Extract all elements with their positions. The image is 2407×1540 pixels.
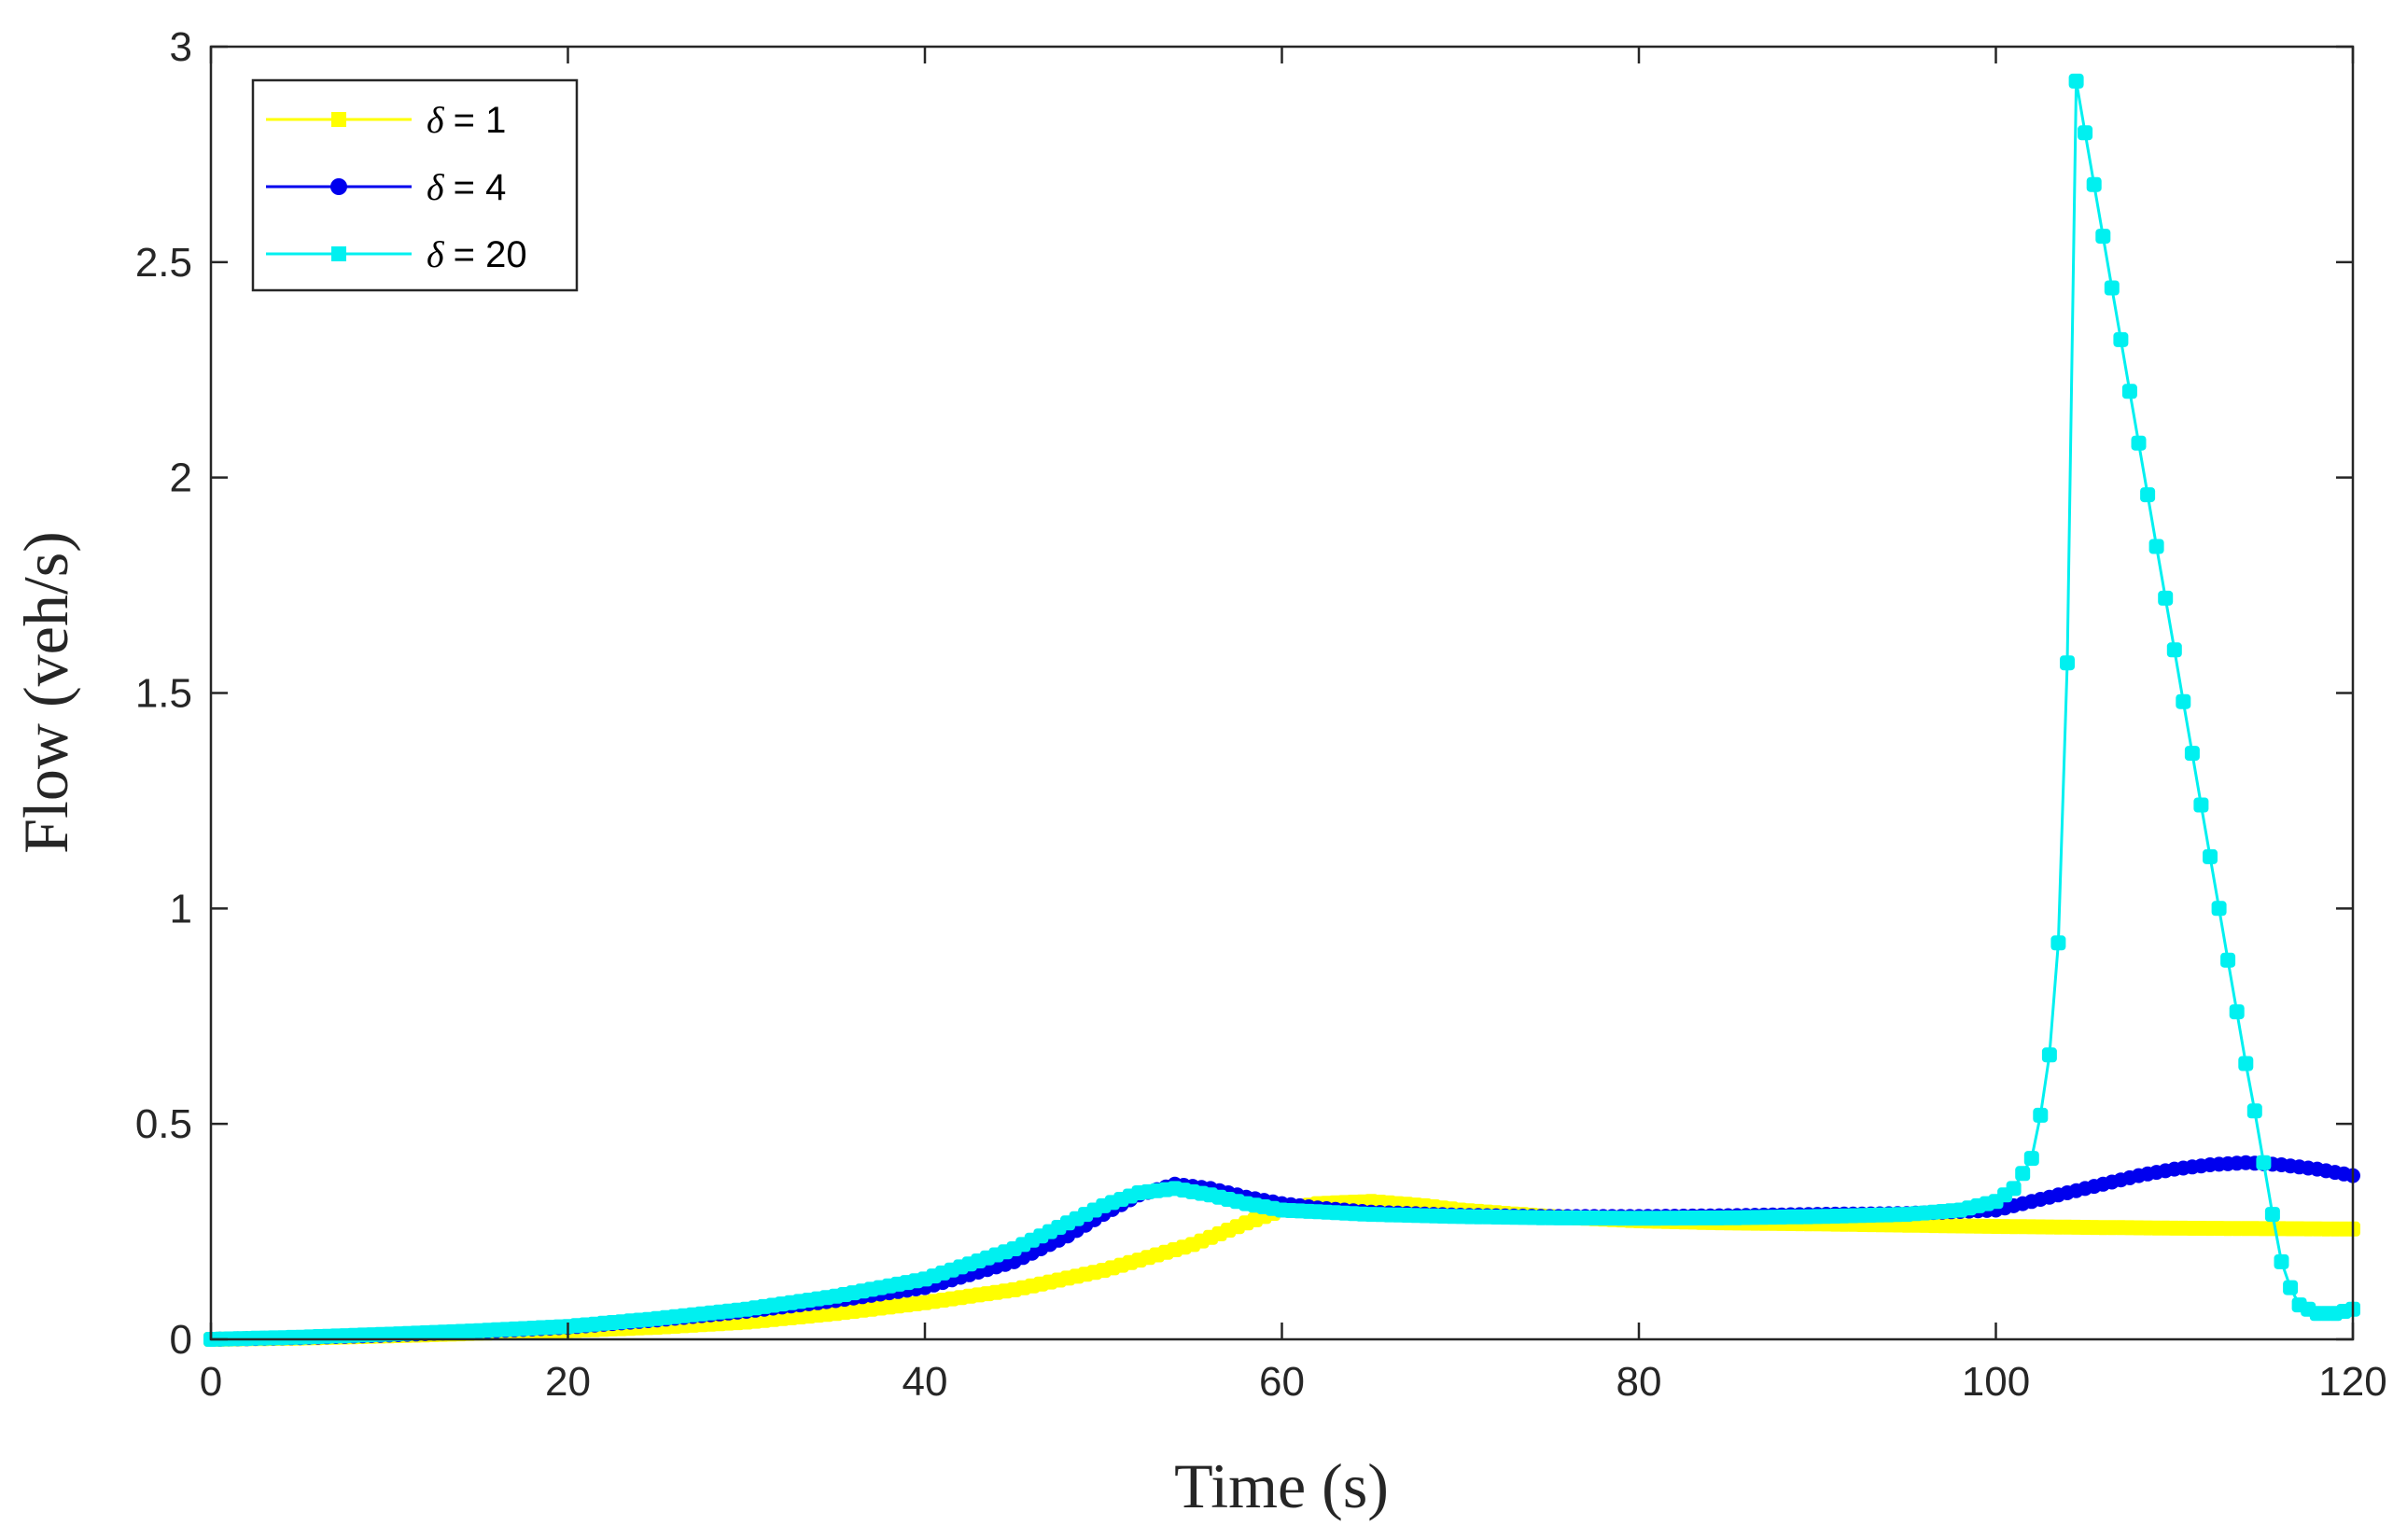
data-point — [2220, 952, 2236, 968]
legend-label-delta-1: δ = 1 — [427, 99, 506, 141]
legend-symbol-delta-1: δ — [427, 99, 445, 141]
y-tick-label: 1 — [170, 886, 192, 931]
x-tick-label: 0 — [200, 1359, 222, 1405]
x-tick-label: 60 — [1259, 1359, 1305, 1405]
data-point — [2211, 901, 2227, 917]
x-tick-label: 40 — [903, 1359, 948, 1405]
data-point — [2176, 693, 2191, 709]
data-point — [2006, 1181, 2022, 1197]
data-point — [2203, 848, 2218, 864]
data-point — [2086, 176, 2102, 192]
x-tick-label: 20 — [545, 1359, 591, 1405]
data-point — [2193, 797, 2209, 813]
data-point — [2041, 1047, 2057, 1063]
data-point — [2023, 1151, 2039, 1167]
data-point — [2283, 1280, 2299, 1295]
legend: δ = 1 δ = 4 δ = 20 — [251, 78, 579, 292]
legend-marker-delta-20 — [331, 246, 346, 261]
data-point — [2166, 642, 2182, 658]
y-tick-label: 1.5 — [135, 671, 192, 717]
data-point — [2158, 590, 2174, 606]
y-tick-label: 3 — [170, 24, 192, 70]
tick-layer: 0 20 40 60 80 100 120 0 0.5 1 1.5 2 2.5 3 — [135, 24, 2387, 1405]
legend-label-delta-4: δ = 4 — [427, 166, 506, 208]
series-layer — [203, 73, 2360, 1347]
legend-marker-delta-4 — [330, 178, 347, 195]
legend-value-delta-20: = 20 — [454, 234, 527, 275]
data-point — [2256, 1155, 2272, 1170]
data-point — [2140, 487, 2156, 503]
data-point — [2033, 1107, 2049, 1123]
legend-entry-delta-20: δ = 20 — [266, 233, 527, 275]
y-tick-label: 0.5 — [135, 1101, 192, 1147]
legend-marker-delta-1 — [331, 112, 346, 127]
y-axis-title: Flow (veh/s) — [10, 531, 81, 854]
data-point — [2050, 935, 2066, 951]
legend-symbol-delta-20: δ — [427, 233, 445, 275]
y-tick-label: 0 — [170, 1317, 192, 1363]
x-tick-label: 120 — [2318, 1359, 2386, 1405]
data-point — [2068, 73, 2084, 89]
y-tick-label: 2 — [170, 455, 192, 501]
data-point — [2264, 1207, 2280, 1223]
data-point — [2060, 655, 2075, 671]
data-point — [2121, 384, 2137, 399]
data-point — [2104, 280, 2120, 296]
legend-label-delta-20: δ = 20 — [427, 233, 527, 275]
data-point — [2095, 229, 2111, 245]
legend-value-delta-1: = 1 — [454, 100, 507, 141]
legend-entry-delta-4: δ = 4 — [266, 166, 506, 208]
legend-value-delta-4: = 4 — [454, 167, 507, 208]
data-point — [2246, 1103, 2262, 1119]
data-point — [2015, 1166, 2031, 1182]
data-point — [2184, 746, 2200, 762]
data-point — [2274, 1253, 2289, 1269]
x-tick-label: 100 — [1962, 1359, 2030, 1405]
data-point — [2078, 125, 2093, 141]
data-point — [2131, 435, 2147, 451]
legend-symbol-delta-4: δ — [427, 166, 445, 208]
data-point — [2238, 1056, 2254, 1071]
x-axis-title: Time (s) — [1174, 1450, 1389, 1521]
legend-entry-delta-1: δ = 1 — [266, 99, 506, 141]
x-tick-label: 80 — [1616, 1359, 1662, 1405]
data-point — [2148, 539, 2164, 554]
data-point — [2113, 331, 2129, 347]
y-tick-label: 2.5 — [135, 240, 192, 286]
data-point — [2229, 1004, 2245, 1020]
